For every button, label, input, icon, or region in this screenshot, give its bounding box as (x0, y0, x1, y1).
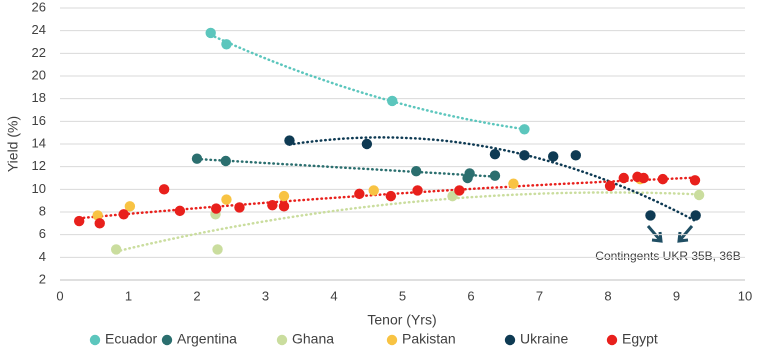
data-point (118, 209, 129, 220)
x-tick-label: 5 (399, 288, 406, 303)
data-point (361, 138, 373, 150)
data-point (489, 149, 501, 160)
data-point (454, 185, 465, 196)
data-point (278, 190, 290, 202)
trendline (195, 157, 497, 178)
annotation: Contingents UKR 35B, 36B (595, 249, 740, 263)
data-point (548, 151, 559, 162)
data-point (570, 150, 582, 161)
data-point (205, 27, 216, 39)
legend-marker (606, 334, 618, 346)
y-axis-title: Yield (%) (5, 116, 21, 172)
data-point (234, 202, 245, 213)
x-tick-label: 2 (193, 288, 200, 303)
legend-label: Ukraine (520, 331, 568, 347)
x-tick-label: 9 (673, 288, 680, 303)
data-point (174, 205, 186, 217)
legend-marker (504, 334, 516, 346)
data-point (221, 39, 232, 50)
y-tick-label: 24 (32, 22, 46, 37)
x-tick-label: 10 (738, 288, 752, 303)
legend-marker (161, 334, 173, 346)
x-tick-label: 8 (604, 288, 611, 303)
legend-item: Ghana (276, 331, 334, 347)
data-point (110, 244, 122, 255)
legend-marker (89, 334, 101, 346)
data-point (278, 201, 290, 212)
legend-item: Pakistan (386, 331, 456, 347)
legend-item: Egypt (606, 331, 658, 347)
legend-label: Ecuador (105, 331, 157, 347)
data-point (618, 172, 629, 184)
legend-item: Ukraine (504, 331, 568, 347)
data-point (92, 210, 103, 221)
data-point (94, 218, 105, 229)
data-point (508, 178, 519, 189)
data-point (387, 95, 398, 107)
data-point (220, 155, 231, 167)
data-point (604, 180, 616, 192)
legend-marker (386, 334, 398, 346)
y-tick-label: 4 (39, 249, 46, 264)
legend-item: Argentina (161, 331, 237, 347)
y-tick-label: 22 (32, 45, 46, 60)
data-point (689, 175, 701, 186)
data-point (462, 172, 473, 184)
x-tick-label: 0 (56, 288, 63, 303)
data-point (657, 173, 668, 185)
data-point (221, 194, 232, 205)
x-axis-title: Tenor (Yrs) (367, 312, 436, 328)
trendline (114, 191, 701, 253)
data-point (693, 189, 705, 201)
data-point (638, 172, 649, 184)
data-point (368, 185, 379, 196)
data-point (158, 184, 170, 195)
data-point (690, 210, 701, 221)
y-tick-label: 8 (39, 203, 46, 218)
y-tick-label: 16 (32, 113, 46, 128)
y-tick-label: 14 (32, 135, 46, 150)
y-tick-label: 20 (32, 67, 46, 82)
data-point (412, 185, 423, 196)
legend-marker (276, 334, 288, 346)
data-point (411, 166, 422, 177)
y-tick-label: 18 (32, 90, 46, 105)
data-point (489, 170, 501, 181)
data-point (73, 215, 85, 227)
data-point (447, 190, 458, 202)
y-tick-label: 10 (32, 181, 46, 196)
y-tick-label: 26 (32, 0, 46, 14)
x-tick-label: 7 (536, 288, 543, 303)
data-point (354, 188, 365, 200)
x-tick-label: 3 (262, 288, 269, 303)
legend-item: Ecuador (89, 331, 157, 347)
data-point (267, 200, 278, 211)
data-point (519, 150, 530, 161)
trendline (209, 33, 526, 131)
y-tick-label: 12 (32, 158, 46, 173)
data-point (385, 190, 397, 202)
legend-label: Ghana (292, 331, 334, 347)
data-point (210, 203, 222, 214)
trendline (288, 136, 697, 223)
data-point (212, 244, 223, 255)
data-point (645, 210, 656, 221)
data-point (519, 124, 530, 135)
x-tick-label: 4 (330, 288, 337, 303)
data-point (124, 201, 136, 212)
data-point (191, 153, 203, 164)
legend-label: Egypt (622, 331, 658, 347)
x-tick-label: 6 (467, 288, 474, 303)
annotation-arrows (646, 225, 694, 243)
y-tick-label: 2 (39, 271, 46, 286)
y-tick-label: 6 (39, 226, 46, 241)
legend-label: Pakistan (402, 331, 456, 347)
data-point (284, 135, 295, 146)
x-tick-label: 1 (125, 288, 132, 303)
legend-label: Argentina (177, 331, 237, 347)
